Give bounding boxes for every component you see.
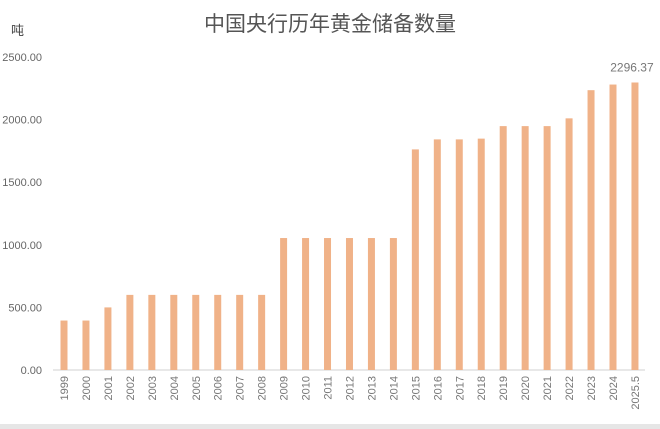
x-tick-label: 2001	[103, 376, 115, 400]
x-tick-label: 2025.5	[630, 376, 642, 410]
y-tick-label: 2000.00	[2, 115, 42, 127]
bar-2000	[82, 320, 90, 370]
bar-2015	[411, 149, 419, 370]
bar-2017	[455, 139, 463, 370]
x-tick-label: 2014	[388, 376, 400, 400]
bar-2001	[104, 307, 112, 370]
x-tick-label: 2012	[344, 376, 356, 400]
bar-2013	[367, 238, 375, 370]
bar-2024	[609, 84, 617, 370]
bottom-divider	[0, 424, 660, 429]
x-tick-label: 2016	[432, 376, 444, 400]
x-tick-label: 2003	[147, 376, 159, 400]
bar-2022	[565, 118, 573, 371]
bar-2025.5	[631, 82, 639, 370]
bar-2019	[499, 126, 507, 370]
bar-2016	[433, 139, 441, 370]
bar-2014	[389, 238, 397, 370]
x-tick-label: 2010	[301, 376, 313, 400]
x-tick-label: 2023	[586, 376, 598, 400]
bar-2003	[148, 294, 156, 370]
y-tick-label: 0.00	[21, 365, 42, 377]
x-tick-label: 2021	[542, 376, 554, 400]
bar-2012	[345, 238, 353, 370]
x-tick-label: 2020	[520, 376, 532, 400]
x-tick-label: 2000	[81, 376, 93, 400]
x-tick-label: 2017	[454, 376, 466, 400]
x-tick-label: 2006	[213, 376, 225, 400]
bar-2004	[170, 294, 178, 370]
y-tick-label: 1000.00	[2, 240, 42, 252]
bar-2006	[214, 294, 222, 370]
bar-2023	[587, 90, 595, 370]
x-tick-label: 2015	[410, 376, 422, 400]
chart-title: 中国央行历年黄金储备数量	[204, 12, 456, 36]
x-tick-label: 2024	[608, 376, 620, 400]
bar-2008	[258, 294, 266, 370]
x-tick-label: 2007	[235, 376, 247, 400]
bar-2020	[521, 126, 529, 370]
x-tick-label: 2005	[191, 376, 203, 400]
y-tick-label: 2500.00	[2, 52, 42, 64]
bar-2021	[543, 126, 551, 370]
bar-2002	[126, 294, 134, 370]
x-tick-label: 2022	[564, 376, 576, 400]
x-tick-label: 2011	[323, 376, 335, 400]
x-tick-label: 2009	[279, 376, 291, 400]
y-tick-label: 500.00	[8, 302, 42, 314]
bar-1999	[60, 320, 68, 370]
x-tick-label: 2002	[125, 376, 137, 400]
x-tick-label: 2008	[257, 376, 269, 400]
x-tick-label: 2018	[476, 376, 488, 400]
bar-2009	[280, 238, 288, 370]
x-tick-label: 1999	[59, 376, 71, 400]
x-tick-label: 2013	[366, 376, 378, 400]
data-label: 2296.37	[610, 60, 654, 74]
y-axis-unit-label: 吨	[11, 24, 25, 39]
y-tick-label: 1500.00	[2, 177, 42, 189]
bar-2005	[192, 294, 200, 370]
bar-2007	[236, 294, 244, 370]
bar-2010	[302, 238, 310, 370]
x-tick-label: 2019	[498, 376, 510, 400]
bar-2011	[324, 238, 332, 370]
x-tick-label: 2004	[169, 376, 181, 400]
bar-2018	[477, 138, 485, 370]
